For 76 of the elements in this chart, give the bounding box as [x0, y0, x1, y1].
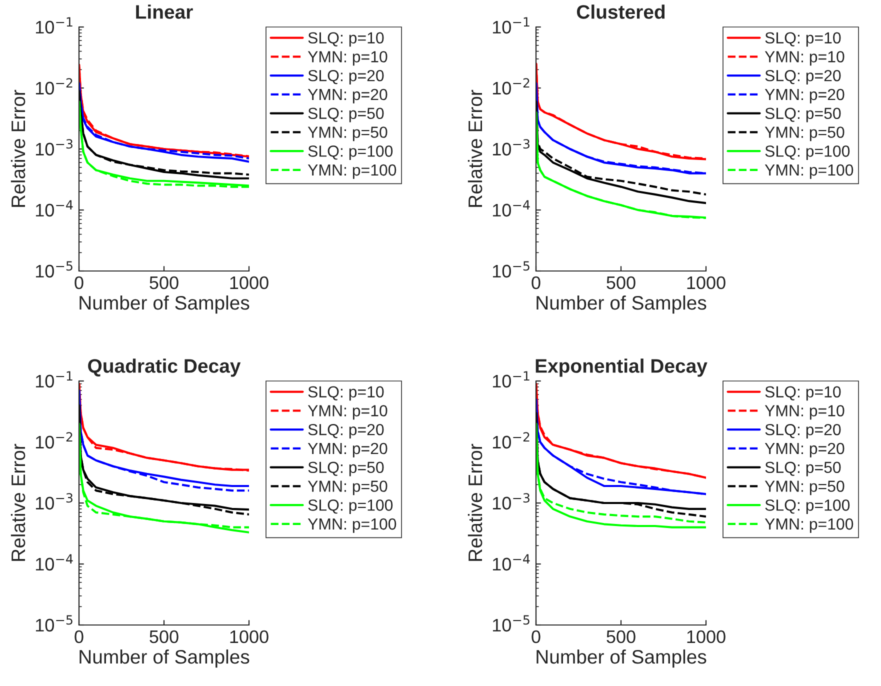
legend-label: YMN: p=50: [764, 480, 844, 496]
legend-label: YMN: p=20: [764, 88, 844, 104]
legend-label: SLQ: p=50: [765, 462, 841, 476]
legend-label: SLQ: p=10: [765, 32, 841, 47]
legend-label: YMN: p=100: [764, 518, 854, 533]
x-tick-label: 1000: [230, 276, 268, 290]
chart-title: Linear: [136, 4, 193, 19]
legend-label: YMN: p=20: [308, 88, 388, 104]
y-tick-label: 10$^{−2}$: [36, 78, 72, 95]
y-axis-title: Relative Error: [468, 444, 482, 561]
legend-label: SLQ: p=100: [308, 146, 393, 160]
chart-title: Quadratic Decay: [88, 358, 241, 377]
legend-label: SLQ: p=10: [308, 386, 384, 401]
legend-label: YMN: p=10: [764, 405, 844, 420]
x-tick-label: 500: [150, 630, 178, 644]
x-tick-label: 1000: [230, 630, 268, 644]
chart-title: Clustered: [576, 4, 665, 19]
x-axis-title: Number of Samples: [80, 295, 250, 314]
y-tick-label: 10$^{−3}$: [36, 139, 72, 156]
legend-label: YMN: p=50: [308, 480, 388, 496]
legend-label: SLQ: p=50: [308, 462, 384, 476]
y-tick-label: 10$^{−1}$: [492, 371, 530, 388]
legend-label: YMN: p=100: [764, 164, 854, 179]
x-axis-title: Number of Samples: [536, 649, 706, 668]
x-axis-title: Number of Samples: [80, 649, 250, 668]
legend-label: SLQ: p=20: [308, 424, 384, 438]
legend-label: YMN: p=50: [308, 126, 388, 142]
legend-label: SLQ: p=20: [765, 424, 841, 438]
x-tick-label: 500: [606, 276, 636, 290]
y-tick-label: 10$^{−2}$: [36, 432, 72, 449]
x-tick-label: 0: [74, 276, 84, 290]
y-axis-title: Relative Error: [10, 90, 26, 207]
legend-label: YMN: p=100: [308, 164, 396, 179]
y-tick-label: 10$^{−5}$: [36, 615, 72, 632]
legend-label: SLQ: p=10: [308, 32, 384, 47]
chart-title: Exponential Decay: [536, 358, 708, 377]
y-tick-label: 10$^{−4}$: [36, 200, 73, 217]
y-tick-label: 10$^{−4}$: [492, 200, 530, 217]
x-axis-title: Number of Samples: [536, 295, 706, 314]
y-tick-label: 10$^{−3}$: [492, 493, 530, 510]
y-tick-label: 10$^{−1}$: [492, 17, 530, 34]
y-tick-label: 10$^{−5}$: [492, 261, 530, 278]
legend-label: SLQ: p=100: [765, 500, 850, 514]
y-tick-label: 10$^{−2}$: [492, 432, 530, 449]
legend-label: YMN: p=50: [764, 126, 844, 142]
y-tick-label: 10$^{−1}$: [36, 371, 72, 388]
legend-label: SLQ: p=50: [765, 108, 841, 122]
x-tick-label: 1000: [687, 630, 726, 644]
legend-label: YMN: p=10: [764, 51, 844, 66]
y-tick-label: 10$^{−5}$: [492, 615, 530, 632]
y-axis-title: Relative Error: [468, 90, 482, 207]
legend-label: SLQ: p=20: [308, 70, 384, 84]
y-tick-label: 10$^{−2}$: [492, 78, 530, 95]
legend-label: SLQ: p=20: [765, 70, 841, 84]
y-tick-label: 10$^{−3}$: [492, 139, 530, 156]
x-tick-label: 0: [74, 630, 84, 644]
y-tick-label: 10$^{−4}$: [492, 554, 530, 571]
y-tick-label: 10$^{−1}$: [36, 17, 72, 34]
legend-label: SLQ: p=100: [308, 500, 393, 514]
y-tick-label: 10$^{−3}$: [36, 493, 72, 510]
legend-label: YMN: p=10: [308, 405, 388, 420]
legend-label: YMN: p=20: [764, 442, 844, 458]
legend-label: YMN: p=100: [308, 518, 396, 533]
x-tick-label: 500: [606, 630, 636, 644]
x-tick-label: 1000: [687, 276, 726, 290]
legend-label: SLQ: p=10: [765, 386, 841, 401]
x-tick-label: 0: [532, 630, 540, 644]
y-tick-label: 10$^{−5}$: [36, 261, 72, 278]
legend-label: SLQ: p=50: [308, 108, 384, 122]
y-axis-title: Relative Error: [10, 444, 26, 561]
x-tick-label: 500: [150, 276, 178, 290]
legend-label: YMN: p=20: [308, 442, 388, 458]
legend-label: YMN: p=10: [308, 51, 388, 66]
x-tick-label: 0: [532, 276, 540, 290]
legend-label: SLQ: p=100: [765, 146, 850, 160]
y-tick-label: 10$^{−4}$: [36, 554, 73, 571]
